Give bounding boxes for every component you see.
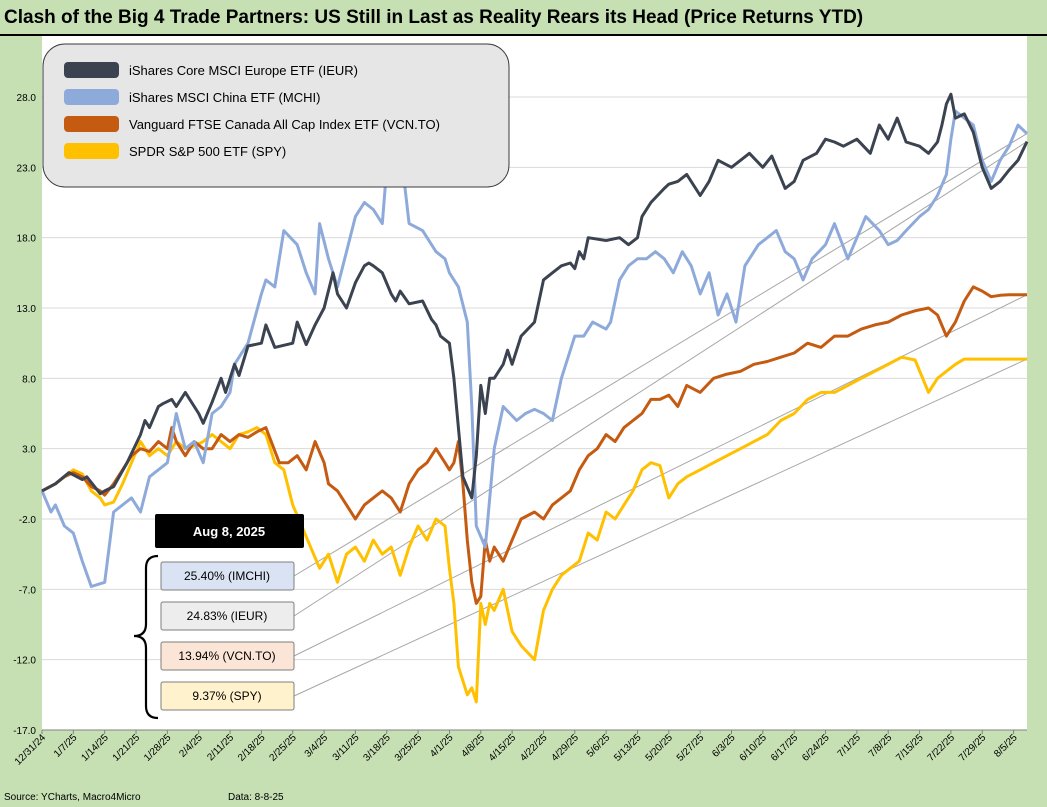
x-tick-label: 7/22/25	[926, 732, 958, 764]
legend-swatch	[64, 143, 119, 159]
x-tick-label: 6/3/25	[710, 732, 738, 760]
title-divider	[0, 34, 1047, 36]
x-tick-label: 6/17/25	[769, 732, 801, 764]
callout-box	[160, 601, 295, 631]
callout-box	[160, 561, 295, 591]
x-tick-label: 4/22/25	[518, 732, 550, 764]
y-tick-label: -17.0	[13, 726, 36, 737]
legend-swatch	[64, 116, 119, 132]
y-axis-ticks: 28.0 23.0 18.0 13.0 8.0 3.0 -2.0 -7.0 -12.0 -17.0	[13, 93, 36, 737]
x-tick-label: 1/14/25	[79, 732, 111, 764]
series-line-spy	[41, 355, 1027, 704]
series-line-ieur	[41, 92, 1029, 500]
x-tick-label: 3/18/25	[361, 732, 393, 764]
callout-connector	[293, 133, 1028, 577]
x-tick-label: 5/13/25	[612, 732, 644, 764]
y-tick-label: -12.0	[13, 656, 36, 667]
callout-connector-lines	[293, 133, 1028, 697]
x-tick-label: 2/18/25	[236, 732, 268, 764]
legend-label: iShares MSCI China ETF (MCHI)	[129, 90, 320, 105]
x-tick-label: 3/4/25	[303, 732, 331, 760]
x-axis-ticks: 12/31/24 1/7/25 1/14/25 1/21/25 1/28/25 2/4/2…	[13, 729, 1027, 768]
y-tick-label: 28.0	[17, 93, 37, 104]
y-tick-label: -2.0	[19, 515, 37, 526]
footer-source: Source: YCharts, Macro4Micro	[4, 792, 141, 803]
series-lines	[40, 92, 1029, 704]
line-chart: 28.0 23.0 18.0 13.0 8.0 3.0 -2.0 -7.0 -12.0 -17.0…	[13, 36, 1029, 768]
x-tick-label: 6/24/25	[800, 732, 832, 764]
y-tick-label: 3.0	[22, 445, 36, 456]
x-tick-label: 5/6/25	[585, 732, 613, 760]
x-tick-label: 5/27/25	[675, 732, 707, 764]
x-tick-label: 6/10/25	[738, 732, 770, 764]
callout-label: 9.37% (SPY)	[192, 689, 261, 703]
x-tick-label: 1/7/25	[52, 732, 80, 760]
callout-label: 25.40% (IMCHI)	[184, 569, 270, 583]
legend-label: SPDR S&P 500 ETF (SPY)	[129, 144, 286, 159]
footer-data-date: Data: 8-8-25	[228, 792, 284, 803]
legend-label: iShares Core MSCI Europe ETF (IEUR)	[129, 63, 358, 78]
x-tick-label: 5/20/25	[644, 732, 676, 764]
callout-label: 13.94% (VCN.TO)	[178, 649, 275, 663]
callout-box	[160, 681, 295, 711]
callout-box	[160, 641, 295, 671]
legend: iShares Core MSCI Europe ETF (IEUR) iShar…	[42, 43, 510, 188]
chart-title: Clash of the Big 4 Trade Partners: US St…	[4, 7, 864, 28]
callout-connector	[293, 141, 1028, 617]
x-tick-label: 4/29/25	[550, 732, 582, 764]
y-tick-label: 18.0	[17, 234, 37, 245]
legend-label: Vanguard FTSE Canada All Cap Index ETF (…	[129, 117, 440, 132]
callout-bracket	[133, 554, 159, 720]
series-line-mchi	[40, 109, 1029, 588]
x-tick-label: 4/15/25	[487, 732, 519, 764]
x-tick-label: 2/11/25	[205, 732, 236, 763]
x-tick-label: 12/31/24	[13, 732, 49, 768]
x-tick-label: 2/25/25	[267, 732, 299, 764]
legend-box	[42, 43, 510, 188]
y-tick-label: -7.0	[19, 585, 37, 596]
x-tick-label: 3/25/25	[393, 732, 425, 764]
x-tick-label: 1/21/25	[111, 732, 143, 764]
x-tick-label: 7/8/25	[867, 732, 895, 760]
x-tick-label: 4/1/25	[428, 732, 456, 760]
callout-label: 24.83% (IEUR)	[187, 609, 268, 623]
date-box-label: Aug 8, 2025	[193, 524, 265, 539]
x-tick-label: 7/1/25	[836, 732, 864, 760]
callout-connector	[293, 358, 1028, 697]
legend-swatch	[64, 62, 119, 78]
date-box	[155, 514, 304, 548]
y-tick-label: 23.0	[17, 163, 37, 174]
legend-swatch	[64, 89, 119, 105]
y-tick-label: 13.0	[17, 304, 37, 315]
x-tick-label: 3/11/25	[331, 732, 362, 763]
x-tick-label: 8/5/25	[992, 732, 1020, 760]
x-tick-label: 7/15/25	[894, 732, 926, 764]
x-tick-label: 7/29/25	[957, 732, 989, 764]
callout-connector	[293, 294, 1028, 657]
x-tick-label: 2/4/25	[177, 732, 205, 760]
x-tick-label: 4/8/25	[459, 732, 487, 760]
x-tick-label: 1/28/25	[142, 732, 174, 764]
y-tick-label: 8.0	[22, 374, 36, 385]
callout-panel: Aug 8, 2025 25.40% (IMCHI) 24.83% (IEUR) 1…	[133, 514, 304, 720]
